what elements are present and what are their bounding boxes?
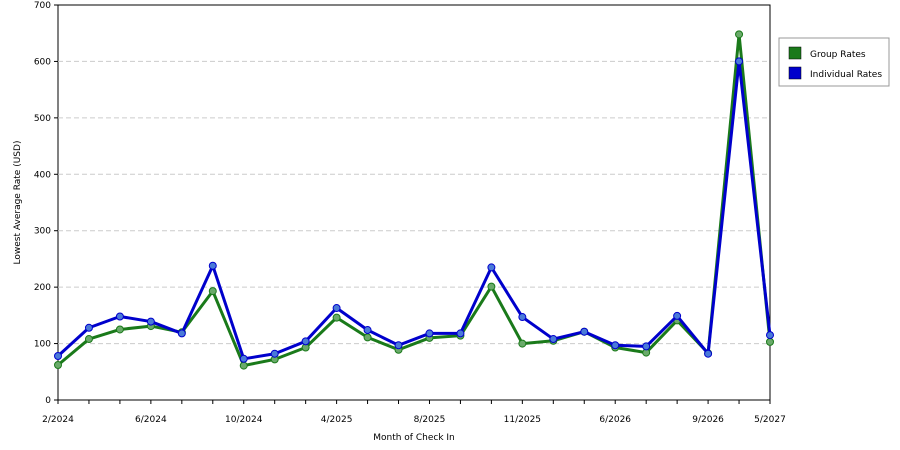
individual-rates-point [487,263,496,272]
individual-rates-point [115,312,124,321]
plot-frame [57,4,771,401]
individual-rates-point [394,341,403,350]
individual-rates-point [332,304,341,313]
individual-rates-point [239,354,248,363]
group-rates-point [487,282,496,291]
x-tick-label: 8/2025 [414,415,446,425]
x-tick-label: 5/2027 [754,415,786,425]
individual-rates-line [56,59,772,361]
individual-rates-point [84,323,93,332]
individual-rates-point [518,313,527,322]
group-rates-point [518,339,527,348]
individual-rates-point [301,337,310,346]
group-rates-point [239,361,248,370]
individual-rates-point [673,311,682,320]
individual-rates-point [642,342,651,351]
group-rates-point [766,337,774,346]
individual-rates-point [704,349,713,358]
y-axis-title: Lowest Average Rate (USD) [13,141,23,265]
x-tick-label: 2/2024 [42,415,74,425]
group-rates-point [115,325,124,334]
individual-rates-point [146,317,155,326]
individual-rates-point [611,341,620,350]
y-tick-label: 500 [34,114,51,124]
legend-label-individual-rates: Individual Rates [810,70,882,80]
legend-label-group-rates: Group Rates [810,50,866,60]
y-tick-label: 200 [34,283,51,293]
individual-rates-point [456,329,465,338]
x-axis-title: Month of Check In [373,433,455,443]
y-tick-label: 300 [34,227,51,237]
y-tick-label: 400 [34,170,51,180]
y-tick-label: 700 [34,1,51,11]
legend-swatch-group-rates [788,46,802,60]
individual-rates-point [580,327,589,336]
individual-rates-point [735,57,744,66]
individual-rates-point [363,326,372,335]
y-tick-label: 600 [34,57,51,67]
group-rates-point [54,361,62,370]
group-rates-point [735,30,744,39]
legend-swatch-individual-rates [788,66,802,80]
y-tick-label: 0 [45,396,51,406]
individual-rates-point [766,331,774,340]
x-tick-label: 11/2025 [504,415,541,425]
x-tick-label: 9/2026 [692,415,724,425]
group-rates-point [208,287,217,296]
group-rates-point [363,333,372,342]
x-tick-label: 4/2025 [321,415,353,425]
group-rates-point [84,335,93,344]
y-tick-label: 100 [34,340,51,350]
individual-rates-point [54,351,62,360]
individual-rates-point [270,349,279,358]
x-tick-label: 6/2024 [135,415,167,425]
individual-rates-point [549,335,558,344]
group-rates-point [332,313,341,322]
individual-rates-point [177,329,186,338]
x-tick-label: 6/2026 [599,415,631,425]
individual-rates-point [425,329,434,338]
individual-rates-point [208,261,217,270]
x-tick-label: 10/2024 [225,415,263,425]
